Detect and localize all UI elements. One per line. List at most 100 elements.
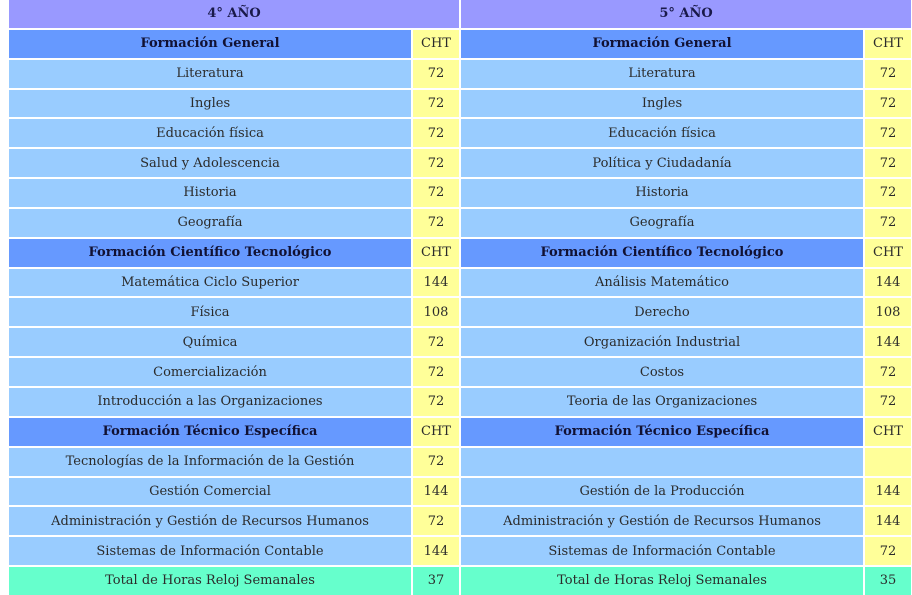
subject-hours: 144 <box>413 477 459 506</box>
table-row: Literatura 72 <box>461 59 911 88</box>
total-label: Total de Horas Reloj Semanales <box>9 567 411 595</box>
total-row: Total de Horas Reloj Semanales 35 <box>461 567 911 595</box>
subject-hours: 72 <box>413 89 459 118</box>
table-row: Derecho 108 <box>461 298 911 327</box>
table-row: Gestión Comercial 144 <box>9 477 459 506</box>
subject-hours: 72 <box>865 208 911 237</box>
table-row: Historia 72 <box>9 179 459 207</box>
section-name: Formación Científico Tecnológico <box>461 238 863 267</box>
subject-name: Gestión de la Producción <box>461 477 863 506</box>
subject-hours: 144 <box>865 328 911 357</box>
year-5-table: 5° AÑO Formación General CHT Literatura 7… <box>461 0 911 595</box>
subject-hours: 108 <box>865 298 911 327</box>
subject-hours: 72 <box>413 358 459 386</box>
section-name: Formación Técnico Específica <box>9 417 411 446</box>
subject-name: Gestión Comercial <box>9 477 411 506</box>
subject-hours: 72 <box>413 447 459 476</box>
table-row: Matemática Ciclo Superior 144 <box>9 268 459 297</box>
cht-header: CHT <box>413 29 459 58</box>
table-row: Política y Ciudadanía 72 <box>461 149 911 178</box>
subject-name: Literatura <box>461 59 863 88</box>
subject-name: Tecnologías de la Información de la Gest… <box>9 447 411 476</box>
subject-name: Costos <box>461 358 863 386</box>
subject-name: Introducción a las Organizaciones <box>9 387 411 416</box>
subject-hours: 72 <box>413 179 459 207</box>
subject-hours: 144 <box>413 268 459 297</box>
cht-header: CHT <box>865 29 911 58</box>
subject-hours: 72 <box>865 358 911 386</box>
subject-hours: 72 <box>413 387 459 416</box>
section-header-row: Formación General CHT <box>9 29 459 58</box>
table-row: Gestión de la Producción 144 <box>461 477 911 506</box>
section-header-row: Formación Científico Tecnológico CHT <box>9 238 459 267</box>
table-row: Ingles 72 <box>461 89 911 118</box>
subject-name: Física <box>9 298 411 327</box>
subject-name: Química <box>9 328 411 357</box>
section-header-row: Formación Técnico Específica CHT <box>9 417 459 446</box>
subject-hours: 144 <box>413 537 459 566</box>
table-row: Salud y Adolescencia 72 <box>9 149 459 178</box>
total-value: 37 <box>413 567 459 595</box>
subject-name: Organización Industrial <box>461 328 863 357</box>
table-row: Geografía 72 <box>9 208 459 237</box>
section-header-row: Formación Científico Tecnológico CHT <box>461 238 911 267</box>
subject-hours: 72 <box>865 89 911 118</box>
subject-hours: 144 <box>865 477 911 506</box>
subject-name: Historia <box>9 179 411 207</box>
table-row: Administración y Gestión de Recursos Hum… <box>461 507 911 536</box>
subject-hours: 72 <box>413 149 459 178</box>
subject-hours: 72 <box>865 149 911 178</box>
cht-header: CHT <box>413 417 459 446</box>
section-header-row: Formación Técnico Específica CHT <box>461 417 911 446</box>
table-row: Sistemas de Información Contable 144 <box>9 537 459 566</box>
table-row: Administración y Gestión de Recursos Hum… <box>9 507 459 536</box>
curriculum-tables: 4° AÑO Formación General CHT Literatura 7… <box>9 0 911 595</box>
subject-name: Administración y Gestión de Recursos Hum… <box>461 507 863 536</box>
year-4-table: 4° AÑO Formación General CHT Literatura 7… <box>9 0 459 595</box>
table-row: Geografía 72 <box>461 208 911 237</box>
table-row: Ingles 72 <box>9 89 459 118</box>
subject-name: Historia <box>461 179 863 207</box>
subject-name: Sistemas de Información Contable <box>461 537 863 566</box>
subject-name: Educación física <box>9 119 411 148</box>
subject-name: Administración y Gestión de Recursos Hum… <box>9 507 411 536</box>
subject-hours: 72 <box>865 59 911 88</box>
subject-name: Ingles <box>9 89 411 118</box>
subject-hours <box>865 447 911 476</box>
subject-hours: 108 <box>413 298 459 327</box>
subject-hours: 72 <box>865 387 911 416</box>
table-row: Análisis Matemático 144 <box>461 268 911 297</box>
subject-hours: 144 <box>865 507 911 536</box>
cht-header: CHT <box>865 417 911 446</box>
subject-hours: 72 <box>413 507 459 536</box>
subject-hours: 72 <box>865 119 911 148</box>
subject-hours: 144 <box>865 268 911 297</box>
subject-name: Matemática Ciclo Superior <box>9 268 411 297</box>
subject-name: Política y Ciudadanía <box>461 149 863 178</box>
total-value: 35 <box>865 567 911 595</box>
section-name: Formación Técnico Específica <box>461 417 863 446</box>
total-row: Total de Horas Reloj Semanales 37 <box>9 567 459 595</box>
table-row: Tecnologías de la Información de la Gest… <box>9 447 459 476</box>
table-row: Física 108 <box>9 298 459 327</box>
table-row: Costos 72 <box>461 358 911 386</box>
cht-header: CHT <box>865 238 911 267</box>
subject-name: Teoria de las Organizaciones <box>461 387 863 416</box>
subject-name: Educación física <box>461 119 863 148</box>
table-row: Historia 72 <box>461 179 911 207</box>
table-row: Sistemas de Información Contable 72 <box>461 537 911 566</box>
table-row: Química 72 <box>9 328 459 357</box>
section-name: Formación General <box>461 29 863 58</box>
subject-hours: 72 <box>865 537 911 566</box>
table-row: Educación física 72 <box>461 119 911 148</box>
subject-name: Derecho <box>461 298 863 327</box>
subject-name: Salud y Adolescencia <box>9 149 411 178</box>
table-row: Literatura 72 <box>9 59 459 88</box>
subject-name: Análisis Matemático <box>461 268 863 297</box>
subject-name: Geografía <box>9 208 411 237</box>
total-label: Total de Horas Reloj Semanales <box>461 567 863 595</box>
subject-name: Literatura <box>9 59 411 88</box>
table-row: Comercialización 72 <box>9 358 459 386</box>
subject-hours: 72 <box>413 208 459 237</box>
subject-name: Geografía <box>461 208 863 237</box>
